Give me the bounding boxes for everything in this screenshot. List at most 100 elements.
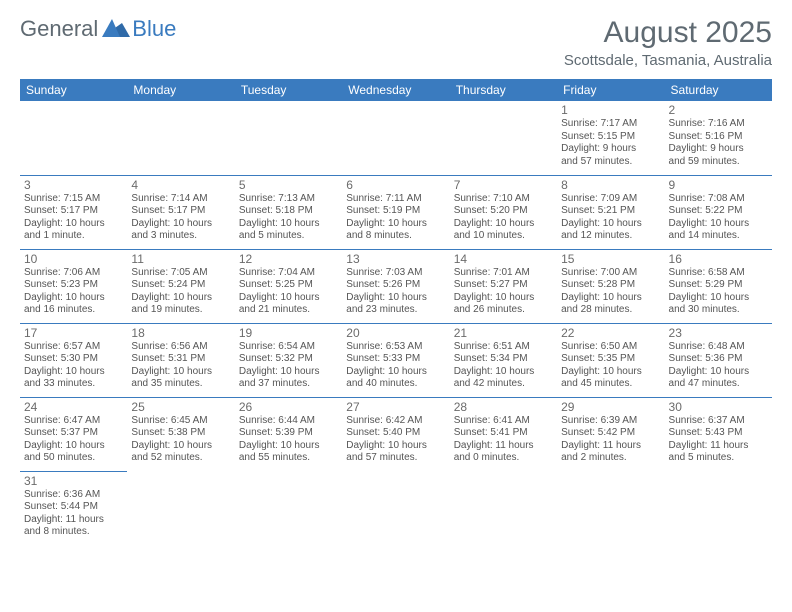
daylight-text: and 52 minutes.	[131, 452, 230, 465]
day-number: 11	[131, 252, 230, 266]
daylight-text: Daylight: 10 hours	[669, 218, 768, 231]
daylight-text: and 28 minutes.	[561, 304, 660, 317]
sunrise-text: Sunrise: 6:50 AM	[561, 341, 660, 354]
day-number: 8	[561, 178, 660, 192]
day-number: 10	[24, 252, 123, 266]
day-number: 6	[346, 178, 445, 192]
sunrise-text: Sunrise: 6:42 AM	[346, 415, 445, 428]
calendar-day-cell	[450, 101, 557, 175]
daylight-text: and 45 minutes.	[561, 378, 660, 391]
calendar-week-row: 31Sunrise: 6:36 AMSunset: 5:44 PMDayligh…	[20, 471, 772, 545]
sunset-text: Sunset: 5:28 PM	[561, 279, 660, 292]
calendar-day-cell: 18Sunrise: 6:56 AMSunset: 5:31 PMDayligh…	[127, 323, 234, 397]
weekday-header: Sunday	[20, 79, 127, 101]
calendar-day-cell	[20, 101, 127, 175]
daylight-text: Daylight: 10 hours	[669, 292, 768, 305]
sunrise-text: Sunrise: 7:09 AM	[561, 193, 660, 206]
calendar-day-cell: 4Sunrise: 7:14 AMSunset: 5:17 PMDaylight…	[127, 175, 234, 249]
calendar-day-cell: 15Sunrise: 7:00 AMSunset: 5:28 PMDayligh…	[557, 249, 664, 323]
calendar-day-cell	[235, 471, 342, 545]
calendar-day-cell	[665, 471, 772, 545]
day-number: 25	[131, 400, 230, 414]
calendar-day-cell: 31Sunrise: 6:36 AMSunset: 5:44 PMDayligh…	[20, 471, 127, 545]
daylight-text: Daylight: 11 hours	[669, 440, 768, 453]
sunset-text: Sunset: 5:22 PM	[669, 205, 768, 218]
sunrise-text: Sunrise: 7:11 AM	[346, 193, 445, 206]
day-number: 27	[346, 400, 445, 414]
daylight-text: Daylight: 9 hours	[669, 143, 768, 156]
sunset-text: Sunset: 5:43 PM	[669, 427, 768, 440]
day-number: 15	[561, 252, 660, 266]
logo-word1: General	[20, 16, 98, 42]
daylight-text: Daylight: 10 hours	[131, 366, 230, 379]
daylight-text: and 50 minutes.	[24, 452, 123, 465]
calendar-day-cell: 27Sunrise: 6:42 AMSunset: 5:40 PMDayligh…	[342, 397, 449, 471]
sunset-text: Sunset: 5:31 PM	[131, 353, 230, 366]
day-number: 19	[239, 326, 338, 340]
day-number: 22	[561, 326, 660, 340]
day-number: 7	[454, 178, 553, 192]
daylight-text: and 0 minutes.	[454, 452, 553, 465]
daylight-text: Daylight: 10 hours	[561, 292, 660, 305]
sunrise-text: Sunrise: 6:47 AM	[24, 415, 123, 428]
sunrise-text: Sunrise: 7:13 AM	[239, 193, 338, 206]
calendar-day-cell: 12Sunrise: 7:04 AMSunset: 5:25 PMDayligh…	[235, 249, 342, 323]
sunset-text: Sunset: 5:26 PM	[346, 279, 445, 292]
sunrise-text: Sunrise: 6:51 AM	[454, 341, 553, 354]
day-number: 21	[454, 326, 553, 340]
sunset-text: Sunset: 5:29 PM	[669, 279, 768, 292]
daylight-text: Daylight: 10 hours	[346, 366, 445, 379]
calendar-day-cell: 3Sunrise: 7:15 AMSunset: 5:17 PMDaylight…	[20, 175, 127, 249]
calendar-week-row: 3Sunrise: 7:15 AMSunset: 5:17 PMDaylight…	[20, 175, 772, 249]
daylight-text: and 42 minutes.	[454, 378, 553, 391]
sunrise-text: Sunrise: 7:00 AM	[561, 267, 660, 280]
daylight-text: and 12 minutes.	[561, 230, 660, 243]
calendar-day-cell	[557, 471, 664, 545]
daylight-text: Daylight: 10 hours	[131, 292, 230, 305]
daylight-text: and 1 minute.	[24, 230, 123, 243]
daylight-text: and 8 minutes.	[346, 230, 445, 243]
daylight-text: and 14 minutes.	[669, 230, 768, 243]
day-number: 9	[669, 178, 768, 192]
daylight-text: Daylight: 11 hours	[24, 514, 123, 527]
daylight-text: Daylight: 10 hours	[24, 366, 123, 379]
sunset-text: Sunset: 5:17 PM	[24, 205, 123, 218]
sunset-text: Sunset: 5:18 PM	[239, 205, 338, 218]
daylight-text: and 40 minutes.	[346, 378, 445, 391]
calendar-day-cell: 26Sunrise: 6:44 AMSunset: 5:39 PMDayligh…	[235, 397, 342, 471]
sunrise-text: Sunrise: 7:08 AM	[669, 193, 768, 206]
daylight-text: and 21 minutes.	[239, 304, 338, 317]
sunset-text: Sunset: 5:27 PM	[454, 279, 553, 292]
calendar-day-cell: 5Sunrise: 7:13 AMSunset: 5:18 PMDaylight…	[235, 175, 342, 249]
calendar-table: Sunday Monday Tuesday Wednesday Thursday…	[20, 79, 772, 545]
sunset-text: Sunset: 5:33 PM	[346, 353, 445, 366]
day-number: 1	[561, 103, 660, 117]
daylight-text: Daylight: 10 hours	[131, 218, 230, 231]
calendar-day-cell: 16Sunrise: 6:58 AMSunset: 5:29 PMDayligh…	[665, 249, 772, 323]
calendar-day-cell: 22Sunrise: 6:50 AMSunset: 5:35 PMDayligh…	[557, 323, 664, 397]
day-number: 13	[346, 252, 445, 266]
daylight-text: Daylight: 10 hours	[239, 440, 338, 453]
daylight-text: Daylight: 10 hours	[24, 440, 123, 453]
sunrise-text: Sunrise: 6:56 AM	[131, 341, 230, 354]
day-number: 16	[669, 252, 768, 266]
sunrise-text: Sunrise: 7:05 AM	[131, 267, 230, 280]
calendar-day-cell	[127, 101, 234, 175]
daylight-text: Daylight: 10 hours	[454, 218, 553, 231]
sunset-text: Sunset: 5:15 PM	[561, 131, 660, 144]
daylight-text: and 55 minutes.	[239, 452, 338, 465]
daylight-text: and 33 minutes.	[24, 378, 123, 391]
calendar-day-cell: 1Sunrise: 7:17 AMSunset: 5:15 PMDaylight…	[557, 101, 664, 175]
day-number: 28	[454, 400, 553, 414]
day-number: 23	[669, 326, 768, 340]
sunrise-text: Sunrise: 6:39 AM	[561, 415, 660, 428]
sunrise-text: Sunrise: 6:36 AM	[24, 489, 123, 502]
sunset-text: Sunset: 5:38 PM	[131, 427, 230, 440]
daylight-text: Daylight: 10 hours	[561, 218, 660, 231]
calendar-day-cell	[235, 101, 342, 175]
calendar-day-cell: 20Sunrise: 6:53 AMSunset: 5:33 PMDayligh…	[342, 323, 449, 397]
calendar-body: 1Sunrise: 7:17 AMSunset: 5:15 PMDaylight…	[20, 101, 772, 545]
daylight-text: and 37 minutes.	[239, 378, 338, 391]
sunrise-text: Sunrise: 6:57 AM	[24, 341, 123, 354]
day-number: 18	[131, 326, 230, 340]
